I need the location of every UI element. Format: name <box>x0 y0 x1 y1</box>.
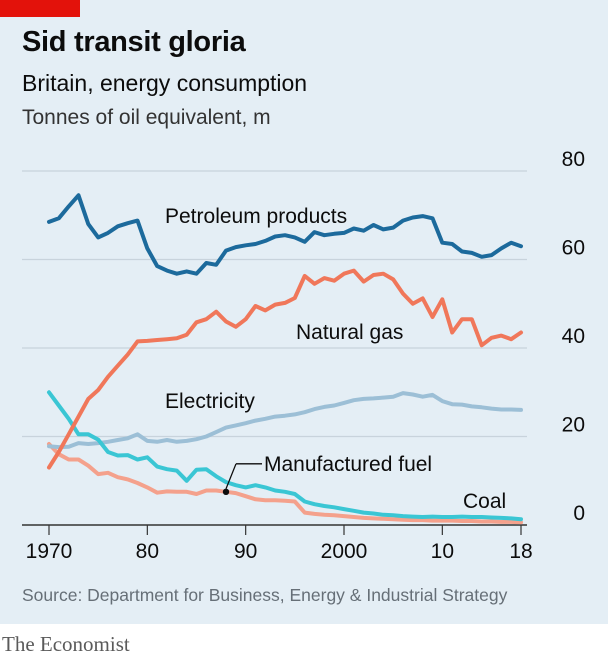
label-layer: Petroleum products Natural gas Electrici… <box>165 205 506 513</box>
series-line-manufactured-fuel <box>47 442 523 525</box>
brand-wordmark: The Economist <box>2 632 130 656</box>
series-line-electricity <box>47 391 523 450</box>
chart-subtitle: Britain, energy consumption <box>22 70 308 96</box>
chart-title: Sid transit gloria <box>22 26 246 58</box>
series-label-natural-gas: Natural gas <box>296 321 403 344</box>
y-tick-label: 20 <box>562 414 585 437</box>
line-chart: 0 20 40 60 80 1970 80 90 2000 10 18 Petroleum prod… <box>22 150 585 563</box>
source-note: Source: Department for Business, Energy … <box>22 585 508 605</box>
series-label-coal: Coal <box>463 490 506 513</box>
callout-leader-line <box>225 463 237 490</box>
grid-layer <box>22 170 527 438</box>
series-label-manufactured-fuel: Manufactured fuel <box>264 453 432 476</box>
brand-red-tab <box>0 0 80 17</box>
callout-dot <box>222 488 230 496</box>
axis-layer: 0 20 40 60 80 1970 80 90 2000 10 18 <box>22 150 585 563</box>
x-tick-label: 90 <box>234 540 257 563</box>
series-line-natural-gas <box>47 268 523 470</box>
series-label-electricity: Electricity <box>165 390 255 413</box>
x-tick-label: 80 <box>136 540 159 563</box>
y-tick-label: 60 <box>562 237 585 260</box>
series-layer <box>47 193 523 525</box>
series-line-coal <box>47 390 523 522</box>
x-tick-label: 2000 <box>321 540 368 563</box>
unit-label: Tonnes of oil equivalent, m <box>22 106 271 129</box>
series-label-petroleum: Petroleum products <box>165 205 347 228</box>
y-tick-label: 0 <box>573 502 585 525</box>
y-tick-label: 80 <box>562 150 585 171</box>
y-tick-label: 40 <box>562 325 585 348</box>
x-tick-label: 10 <box>431 540 454 563</box>
x-tick-label: 18 <box>509 540 532 563</box>
x-tick-label: 1970 <box>26 540 73 563</box>
series-line-petroleum <box>47 193 523 276</box>
